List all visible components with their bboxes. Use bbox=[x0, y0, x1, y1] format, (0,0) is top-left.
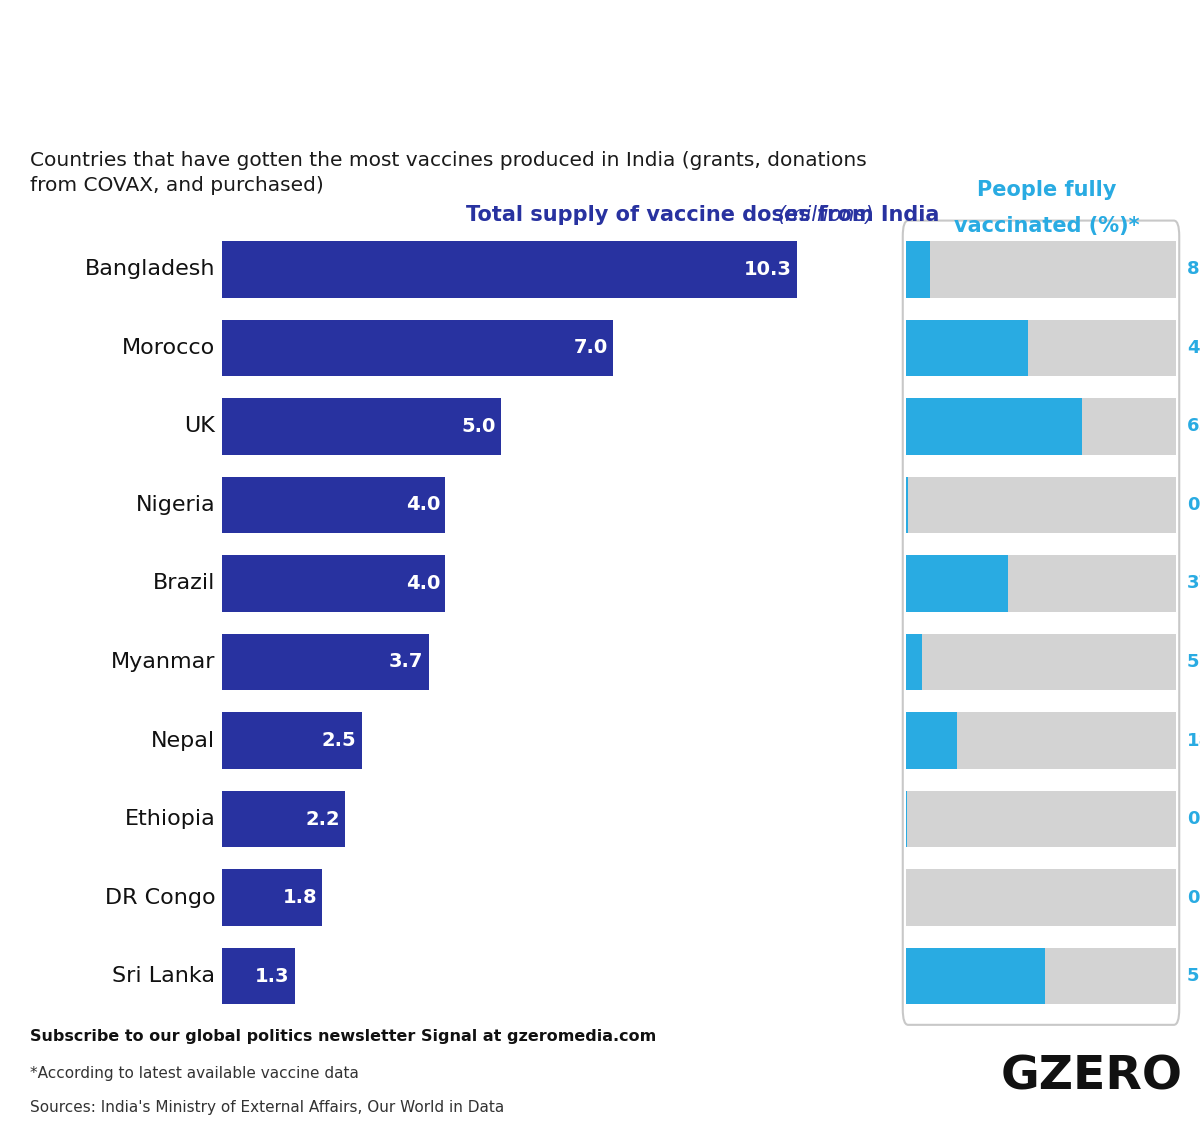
Bar bbox=[906, 241, 1176, 297]
Text: 10.3: 10.3 bbox=[744, 260, 792, 278]
Text: Morocco: Morocco bbox=[122, 338, 215, 358]
FancyBboxPatch shape bbox=[902, 221, 1180, 1024]
Bar bbox=[906, 791, 907, 847]
Text: 51.4: 51.4 bbox=[1187, 967, 1200, 985]
Bar bbox=[906, 241, 930, 297]
Text: GZERO: GZERO bbox=[1001, 1054, 1182, 1100]
Bar bbox=[906, 870, 1176, 926]
Text: 65.1: 65.1 bbox=[1187, 417, 1200, 435]
Bar bbox=[906, 398, 1176, 454]
Bar bbox=[222, 948, 294, 1004]
Text: 0.8: 0.8 bbox=[1187, 496, 1200, 514]
Text: Ethiopia: Ethiopia bbox=[125, 809, 215, 829]
Text: 4.0: 4.0 bbox=[406, 496, 440, 514]
Text: Nepal: Nepal bbox=[151, 730, 215, 751]
Text: People fully: People fully bbox=[977, 180, 1116, 200]
Bar bbox=[906, 948, 1176, 1004]
Text: 1.3: 1.3 bbox=[254, 967, 289, 985]
Text: 8.8: 8.8 bbox=[1187, 260, 1200, 278]
Text: 0.0: 0.0 bbox=[1187, 889, 1200, 907]
Text: 1.8: 1.8 bbox=[283, 889, 317, 907]
Bar bbox=[906, 634, 922, 690]
Text: 5.9: 5.9 bbox=[1187, 653, 1200, 671]
Text: 0.5: 0.5 bbox=[1187, 810, 1200, 828]
Text: 45.2: 45.2 bbox=[1187, 339, 1200, 357]
Bar bbox=[222, 791, 344, 847]
Bar bbox=[906, 712, 956, 769]
Text: 2.2: 2.2 bbox=[305, 810, 340, 828]
Text: Nigeria: Nigeria bbox=[136, 495, 215, 515]
Text: 2.5: 2.5 bbox=[322, 732, 356, 749]
Bar bbox=[222, 870, 323, 926]
Text: *According to latest available vaccine data: *According to latest available vaccine d… bbox=[30, 1066, 359, 1082]
Bar bbox=[906, 555, 1008, 611]
Text: Myanmar: Myanmar bbox=[110, 652, 215, 672]
Bar bbox=[906, 634, 1176, 690]
Text: vaccinated (%)*: vaccinated (%)* bbox=[954, 217, 1139, 237]
Bar bbox=[906, 320, 1028, 376]
Text: Subscribe to our global politics newsletter Signal at gzeromedia.com: Subscribe to our global politics newslet… bbox=[30, 1029, 656, 1045]
Bar bbox=[906, 948, 1045, 1004]
Bar bbox=[222, 241, 797, 297]
Text: 4.0: 4.0 bbox=[406, 574, 440, 592]
Text: Who relies on India's COVID vaccines?: Who relies on India's COVID vaccines? bbox=[30, 44, 1200, 114]
Bar bbox=[222, 555, 445, 611]
Text: 5.0: 5.0 bbox=[462, 417, 496, 435]
Bar bbox=[906, 555, 1176, 611]
Text: Countries that have gotten the most vaccines produced in India (grants, donation: Countries that have gotten the most vacc… bbox=[30, 151, 866, 195]
Text: 18.8: 18.8 bbox=[1187, 732, 1200, 749]
Text: Total supply of vaccine doses from India: Total supply of vaccine doses from India bbox=[466, 205, 947, 224]
Bar bbox=[222, 634, 428, 690]
Text: Brazil: Brazil bbox=[152, 573, 215, 594]
Text: 7.0: 7.0 bbox=[574, 339, 607, 357]
Text: Sources: India's Ministry of External Affairs, Our World in Data: Sources: India's Ministry of External Af… bbox=[30, 1100, 504, 1115]
Bar bbox=[906, 320, 1176, 376]
Bar bbox=[906, 791, 1176, 847]
Bar bbox=[222, 477, 445, 533]
Bar bbox=[906, 477, 1176, 533]
Bar bbox=[222, 398, 502, 454]
Text: Bangladesh: Bangladesh bbox=[85, 259, 215, 279]
Bar bbox=[222, 320, 613, 376]
Bar bbox=[906, 398, 1081, 454]
Text: (millions): (millions) bbox=[778, 205, 874, 224]
Bar bbox=[222, 712, 361, 769]
Text: 37.6: 37.6 bbox=[1187, 574, 1200, 592]
Text: UK: UK bbox=[185, 416, 215, 436]
Bar bbox=[906, 712, 1176, 769]
Bar bbox=[906, 477, 908, 533]
Text: Sri Lanka: Sri Lanka bbox=[113, 966, 215, 986]
Text: DR Congo: DR Congo bbox=[104, 888, 215, 908]
Text: 3.7: 3.7 bbox=[389, 653, 424, 671]
